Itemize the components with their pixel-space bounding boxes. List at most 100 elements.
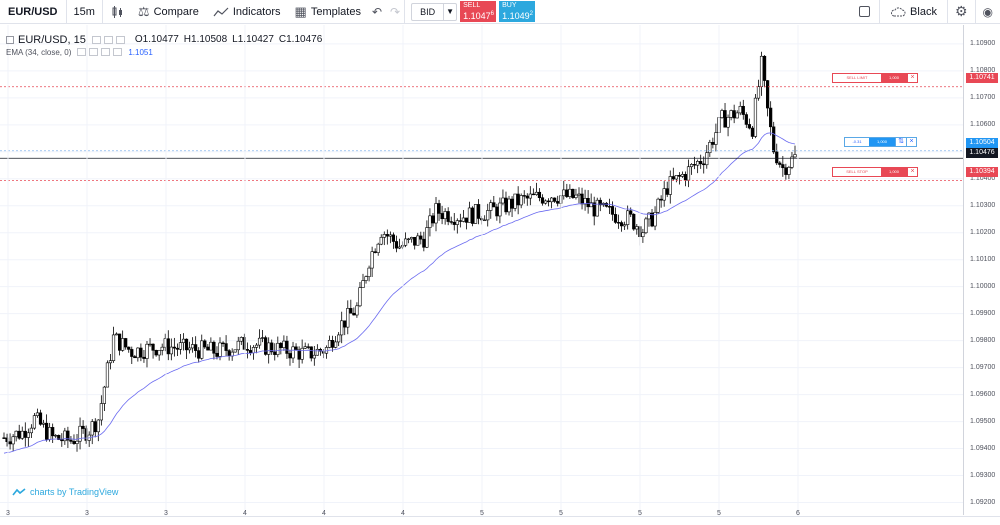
candle-body bbox=[489, 202, 493, 211]
legend-settings-icon[interactable] bbox=[103, 35, 113, 44]
position-widget[interactable]: -0.31 1,000 ⇅ × bbox=[844, 137, 917, 147]
bottom-toolbar bbox=[0, 516, 1000, 525]
sell-stop-qty[interactable]: 1,000 bbox=[881, 168, 907, 176]
interval-button[interactable]: 15m bbox=[73, 5, 95, 18]
candle-body bbox=[574, 194, 578, 198]
candle-body bbox=[504, 197, 508, 213]
theme-button[interactable]: Black bbox=[880, 6, 947, 18]
candle-body bbox=[136, 347, 140, 359]
sell-price-pip: 6 bbox=[490, 11, 494, 17]
sell-limit-qty[interactable]: 1,000 bbox=[881, 74, 907, 82]
candle-body bbox=[391, 234, 396, 242]
candle-body bbox=[610, 206, 615, 215]
separator bbox=[404, 0, 406, 24]
candle-body bbox=[334, 341, 338, 348]
candle-body bbox=[248, 350, 253, 354]
time-tick-label: 3 bbox=[85, 510, 89, 516]
separator bbox=[946, 0, 948, 24]
candle-body bbox=[367, 267, 371, 277]
indicators-icon bbox=[213, 7, 229, 16]
candle-body bbox=[422, 238, 426, 248]
candle-body bbox=[224, 343, 228, 351]
candle-body bbox=[343, 320, 347, 328]
templates-button[interactable]: ▦ Templates bbox=[288, 0, 368, 24]
candle-body bbox=[270, 342, 274, 353]
candle-body bbox=[762, 55, 767, 81]
ema-more-icon[interactable] bbox=[113, 48, 123, 56]
legend-low: L1.10427 bbox=[232, 34, 274, 45]
candle-body bbox=[38, 412, 43, 425]
candle-body bbox=[686, 166, 691, 181]
compare-button[interactable]: ⚖ Compare bbox=[131, 0, 206, 24]
ema-settings-icon[interactable] bbox=[89, 48, 99, 56]
candle-body bbox=[537, 191, 542, 199]
price-tick-label: 1.10400 bbox=[970, 174, 996, 182]
settings-button[interactable]: ⚙ bbox=[948, 0, 975, 24]
candle-body bbox=[376, 243, 380, 253]
separator bbox=[879, 0, 881, 24]
candle-body bbox=[714, 132, 718, 145]
candle-body bbox=[257, 337, 262, 346]
candle-body bbox=[2, 437, 6, 439]
candle-body bbox=[662, 188, 666, 201]
candle-body bbox=[35, 412, 40, 416]
fullscreen-checkbox[interactable] bbox=[859, 6, 871, 17]
price-tick-label: 1.10700 bbox=[970, 93, 996, 101]
symbol-search[interactable]: EUR/USD bbox=[8, 5, 58, 18]
candle-body bbox=[215, 352, 219, 357]
candle-body bbox=[425, 227, 429, 248]
undo-icon: ↶ bbox=[371, 4, 383, 19]
sell-stop-order[interactable]: SELL STOP 1,000 × bbox=[832, 167, 918, 177]
collapse-legend-toggle[interactable] bbox=[6, 35, 14, 44]
candle-body bbox=[294, 346, 298, 351]
sell-button[interactable]: SELL 1.10476 bbox=[460, 1, 497, 22]
snapshot-button[interactable]: ◉ bbox=[976, 0, 1000, 24]
candle-body bbox=[66, 430, 70, 441]
position-price-tag: 1.10504 bbox=[966, 138, 998, 148]
candle-body bbox=[747, 124, 751, 129]
candle-body bbox=[689, 164, 694, 168]
candle-body bbox=[577, 193, 581, 196]
indicators-button[interactable]: Indicators bbox=[206, 0, 288, 24]
candle-body bbox=[683, 174, 688, 181]
position-qty[interactable]: 1,000 bbox=[869, 138, 895, 146]
legend-more-icon[interactable] bbox=[115, 35, 125, 44]
legend-eye-icon[interactable] bbox=[91, 35, 101, 44]
candle-body bbox=[394, 241, 399, 249]
candle-body bbox=[540, 197, 545, 204]
price-axis[interactable]: 1.109001.108001.107001.106001.105001.104… bbox=[963, 25, 1000, 515]
redo-button[interactable]: ↷ bbox=[386, 0, 404, 24]
reverse-icon[interactable]: ⇅ bbox=[895, 138, 906, 146]
buy-button[interactable]: BUY 1.10492 bbox=[499, 1, 536, 22]
chart-type-button[interactable] bbox=[103, 0, 131, 24]
close-icon[interactable]: × bbox=[907, 74, 917, 82]
candle-body bbox=[209, 341, 213, 351]
candle-body bbox=[181, 338, 186, 343]
undo-button[interactable]: ↶ bbox=[368, 0, 386, 24]
candle-body bbox=[14, 430, 18, 438]
candle-body bbox=[124, 338, 128, 348]
sell-limit-order[interactable]: SELL LIMIT 1,000 × bbox=[832, 73, 918, 83]
gear-icon: ⚙ bbox=[954, 3, 968, 19]
tradingview-watermark[interactable]: charts by TradingView bbox=[12, 487, 118, 497]
candle-body bbox=[11, 436, 15, 445]
candle-body bbox=[285, 340, 289, 354]
ema-eye-icon[interactable] bbox=[77, 48, 87, 56]
close-icon[interactable]: × bbox=[906, 138, 916, 146]
close-icon[interactable]: × bbox=[907, 168, 917, 176]
candle-body bbox=[550, 197, 554, 203]
candle-body bbox=[403, 238, 408, 246]
time-tick-label: 5 bbox=[480, 510, 484, 516]
ema-close-icon[interactable] bbox=[101, 48, 111, 56]
price-chart[interactable]: 3 3 3 4 4 4 5 5 5 5 6 bbox=[0, 25, 963, 516]
price-source-select[interactable]: BID ▼ bbox=[411, 2, 458, 21]
candle-body bbox=[121, 338, 125, 351]
buy-label: BUY bbox=[502, 2, 517, 9]
candle-body bbox=[772, 126, 776, 153]
legend-title: EUR/USD, 15 bbox=[18, 33, 86, 46]
candle-body bbox=[793, 154, 797, 158]
sell-limit-label: SELL LIMIT bbox=[846, 75, 868, 80]
top-toolbar: EUR/USD 15m ⚖ Compare Indicators ▦ Templ… bbox=[0, 0, 1000, 24]
templates-label: Templates bbox=[310, 5, 361, 18]
candle-body bbox=[729, 110, 733, 118]
